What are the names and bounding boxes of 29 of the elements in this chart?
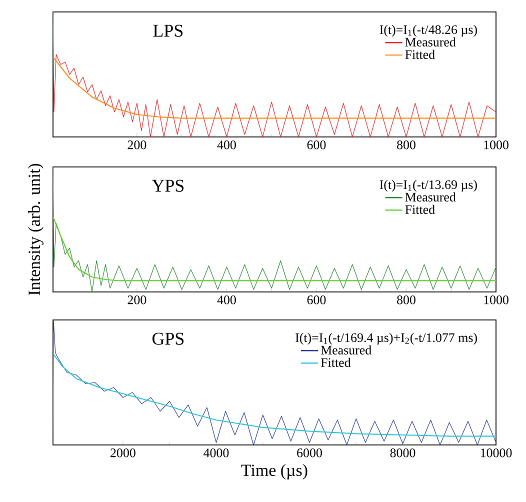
x-axis-title: Time (µs) [241, 464, 308, 480]
legend-title: I(t)=I$_{1}$(-t/169.4 µs)+I$_{2}$(-t/1.077 ms) [296, 332, 477, 345]
legend-label: Measured [405, 192, 456, 202]
text: LPS [153, 24, 183, 37]
x-tick-label: 10000 [480, 448, 512, 458]
x-tick-label: 6000 [297, 448, 322, 458]
x-tick-label: 2000 [110, 448, 136, 458]
x-tick-label: 600 [307, 140, 326, 150]
y-axis-title: Intensity (arb. unit) [28, 164, 44, 296]
x-tick-label: 4000 [204, 448, 229, 458]
x-tick-label: 600 [307, 296, 326, 304]
x-tick-label: 1000 [484, 140, 508, 150]
x-tick-label: 1000 [484, 296, 508, 304]
x-tick-label: 800 [397, 140, 416, 150]
legend-label: Measured [320, 345, 372, 354]
text: YPS [152, 180, 184, 192]
legend-title: I(t)=I$_{1}$(-t/48.26 µs) [380, 24, 477, 37]
x-tick-label: 400 [217, 296, 236, 304]
legend-label: Fitted [320, 358, 351, 367]
x-tick-label: 200 [128, 140, 146, 150]
legend-label: Measured [405, 37, 456, 46]
text: GPS [152, 332, 184, 345]
x-tick-label: 400 [217, 140, 236, 150]
legend-label: Fitted [405, 50, 435, 59]
x-tick-label: 800 [397, 296, 416, 304]
legend-title: I(t)=I$_{1}$(-t/13.69 µs) [380, 180, 477, 192]
legend-label: Fitted [405, 204, 435, 214]
x-tick-label: 8000 [390, 448, 416, 458]
x-tick-label: 200 [128, 296, 146, 304]
